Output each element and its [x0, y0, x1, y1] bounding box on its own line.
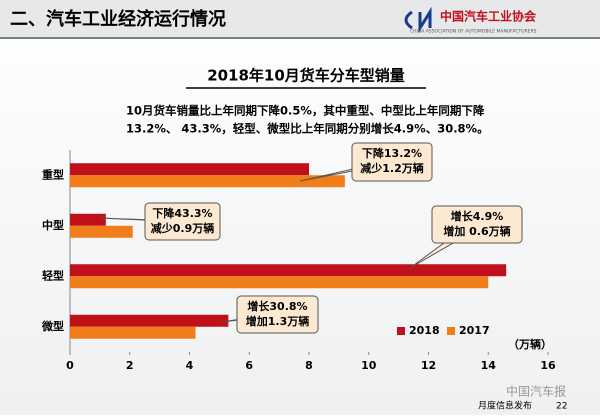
callout-box [431, 205, 523, 244]
callout-text: 增长4.9% [451, 209, 504, 223]
callout-text: 减少1.2万辆 [360, 161, 424, 175]
callout-text: 下降13.2% [362, 146, 422, 160]
legend-label: 2018 [409, 324, 440, 337]
subtitle: 13.2%、 43.3%，轻型、微型比上年同期分别增长4.9%、30.8%。 [126, 122, 489, 136]
x-tick-label: 0 [66, 359, 74, 372]
legend-swatch [397, 327, 405, 335]
callout-text: 增加1.3万辆 [246, 314, 310, 328]
y-tick-label: 中型 [42, 218, 64, 232]
legend-label: 2017 [459, 324, 490, 337]
logo-mark [404, 6, 432, 34]
callout-text: 减少0.9万辆 [151, 221, 215, 235]
callout-box [236, 295, 319, 334]
header-bar [0, 0, 600, 38]
bar [70, 225, 133, 238]
legend-swatch [447, 327, 455, 335]
x-tick-label: 10 [361, 359, 377, 372]
callout-text: 增加 0.6万辆 [443, 224, 510, 238]
bar [70, 264, 507, 277]
bar [70, 276, 489, 289]
x-tick-label: 8 [305, 359, 313, 372]
logo-text: 中国汽车工业协会 [440, 9, 537, 24]
y-tick-label: 轻型 [42, 268, 64, 282]
bar [70, 213, 106, 226]
page-number: 22 [556, 402, 567, 412]
bar [70, 326, 196, 339]
callout-text: 下降43.3% [152, 206, 212, 220]
chart-title: 2018年10月货车分车型销量 [207, 67, 405, 85]
x-tick-label: 16 [540, 359, 556, 372]
header-title: 二、汽车工业经济运行情况 [10, 8, 226, 30]
bar [70, 175, 345, 188]
x-axis-label: （万辆） [508, 337, 552, 351]
callout-text: 增长30.8% [247, 299, 307, 313]
callout-box [144, 202, 221, 241]
x-tick-label: 14 [481, 359, 497, 372]
x-tick-label: 12 [421, 359, 436, 372]
x-tick-label: 6 [245, 359, 253, 372]
x-tick-label: 2 [126, 359, 134, 372]
y-tick-label: 微型 [41, 319, 64, 333]
x-tick-label: 4 [186, 359, 194, 372]
bar [70, 163, 309, 176]
bar [70, 314, 229, 327]
callout-box [351, 142, 433, 182]
logo-subtitle: CHINA ASSOCIATION OF AUTOMOBILE MANUFACT… [410, 29, 537, 35]
subtitle: 10月货车销量比上年同期下降0.5%，其中重型、中型比上年同期下降 [126, 104, 485, 118]
watermark: 中国汽车报 [506, 384, 566, 399]
y-tick-label: 重型 [42, 167, 64, 181]
footer-text: 月度信息发布 [478, 400, 532, 412]
